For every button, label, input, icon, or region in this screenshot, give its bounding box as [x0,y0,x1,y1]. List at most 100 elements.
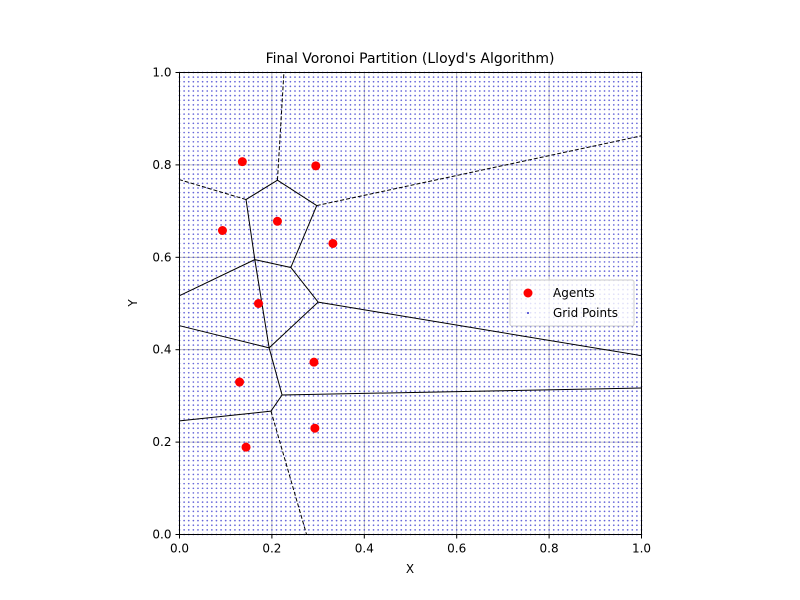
grid-point [187,427,190,430]
grid-point [372,515,375,517]
grid-point [321,325,324,328]
grid-point [210,339,213,342]
grid-point [224,487,227,490]
grid-point [317,316,319,319]
grid-point [261,288,264,291]
grid-point [187,80,190,83]
grid-point [326,113,329,115]
grid-point [372,344,375,346]
grid-point [243,113,246,115]
grid-point [340,288,343,291]
grid-point [391,515,393,517]
grid-point [247,339,250,342]
grid-point [381,404,384,406]
grid-point [294,173,296,175]
grid-point [317,311,319,314]
grid-point [344,154,347,157]
grid-point [386,399,389,402]
grid-point [243,293,246,296]
grid-point [280,408,282,411]
grid-point [326,237,329,240]
grid-point [344,168,347,171]
grid-point [358,210,361,212]
grid-point [280,168,282,171]
grid-point [391,131,393,134]
grid-point [261,99,264,102]
grid-point [234,150,236,152]
grid-point [358,145,361,148]
grid-point [280,108,282,111]
grid-point [210,80,213,83]
grid-point [289,487,292,490]
grid-point [344,482,347,485]
grid-point [275,307,278,309]
grid-point [257,196,259,199]
grid-point [340,201,343,203]
grid-point [224,150,227,152]
grid-point [303,496,306,499]
grid-point [349,478,352,480]
grid-point [252,233,255,236]
grid-point [377,418,380,420]
grid-point [275,85,278,88]
grid-point [234,445,236,448]
grid-point [183,330,185,333]
grid-point [308,464,310,467]
grid-point [220,99,222,102]
grid-point [358,492,361,494]
grid-point [280,459,282,462]
grid-point [400,177,403,180]
grid-point [192,177,195,180]
grid-point [377,325,380,328]
grid-point [243,205,246,208]
grid-point [280,450,282,453]
grid-point [183,311,185,314]
grid-point [372,103,375,106]
grid-point [363,270,366,273]
grid-point [400,298,403,300]
grid-point [210,168,213,171]
grid-point [266,127,269,129]
grid-point [234,408,236,411]
grid-point [229,390,232,393]
grid-point [335,450,338,453]
grid-point [247,76,250,78]
grid-point [372,284,375,286]
grid-point [321,99,324,102]
grid-point [377,187,380,189]
grid-point [363,390,366,393]
grid-point [284,293,287,296]
grid-point [335,302,338,305]
grid-point [234,214,236,217]
grid-point [381,450,384,453]
grid-point [234,501,236,504]
grid-point [220,80,222,83]
grid-point [206,168,209,171]
grid-point [257,293,259,296]
grid-point [201,496,204,499]
grid-point [210,90,213,92]
grid-point [363,256,366,259]
grid-point [229,422,232,425]
grid-point [215,150,218,152]
grid-point [358,265,361,268]
grid-point [197,150,199,152]
grid-point [261,187,264,189]
grid-point [224,261,227,263]
grid-point [395,247,398,249]
grid-point [257,432,259,434]
grid-point [303,177,306,180]
grid-point [368,122,370,125]
grid-point [312,256,315,259]
grid-point [266,182,269,185]
grid-point [294,140,296,143]
grid-point [210,478,213,480]
grid-point [317,325,319,328]
grid-point [331,90,333,92]
grid-point [381,284,384,286]
grid-point [312,136,315,139]
grid-point [303,76,306,78]
grid-point [229,228,232,231]
grid-point [349,187,352,189]
grid-point [284,422,287,425]
